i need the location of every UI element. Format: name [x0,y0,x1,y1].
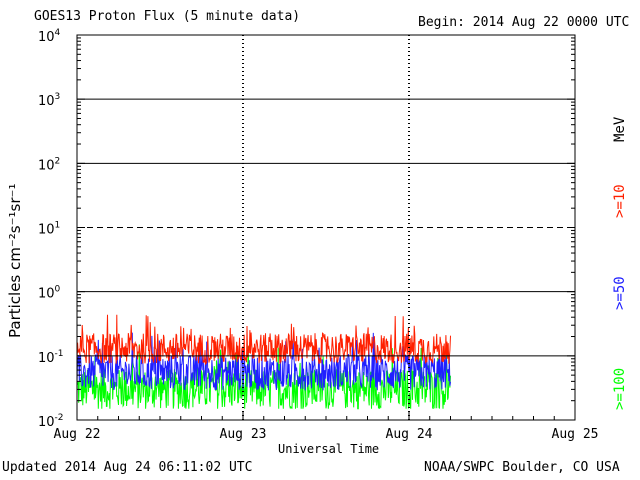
x-tick-label: Aug 23 [220,427,267,442]
x-tick-label: Aug 25 [552,427,599,442]
y-tick-label: 101 [38,221,60,238]
y-axis-label: Particles cm⁻²s⁻¹sr⁻¹ [6,183,24,338]
chart-title: GOES13 Proton Flux (5 minute data) [34,9,301,24]
x-axis-label: Universal Time [278,442,380,456]
legend-series-ge10: >=10 [612,184,628,218]
y-tick-label: 103 [38,92,60,109]
legend-series-ge100: >=100 [612,367,628,410]
energy-unit-label: MeV [612,116,628,142]
legend-series-ge50: >=50 [612,276,628,310]
y-tick-label: 104 [38,28,61,45]
x-tick-label: Aug 24 [386,427,433,442]
series-trace-0 [76,314,451,366]
y-tick-label: 10-2 [38,413,64,430]
series-trace-1 [76,332,451,391]
series-layer [76,314,451,410]
begin-time: Begin: 2014 Aug 22 0000 UTC [418,15,630,30]
grid-layer [77,35,575,420]
x-tick-label: Aug 22 [54,427,101,442]
y-tick-labels: 10-2 10-1 100 101 102 103 104 [38,28,575,430]
y-tick-label: 100 [38,285,61,302]
data-credit: NOAA/SWPC Boulder, CO USA [424,460,620,475]
y-tick-label: 10-1 [38,349,64,366]
updated-timestamp: Updated 2014 Aug 24 06:11:02 UTC [2,460,253,475]
x-tick-labels: Aug 22 Aug 23 Aug 24 Aug 25 [54,412,599,442]
y-tick-label: 102 [38,156,60,173]
